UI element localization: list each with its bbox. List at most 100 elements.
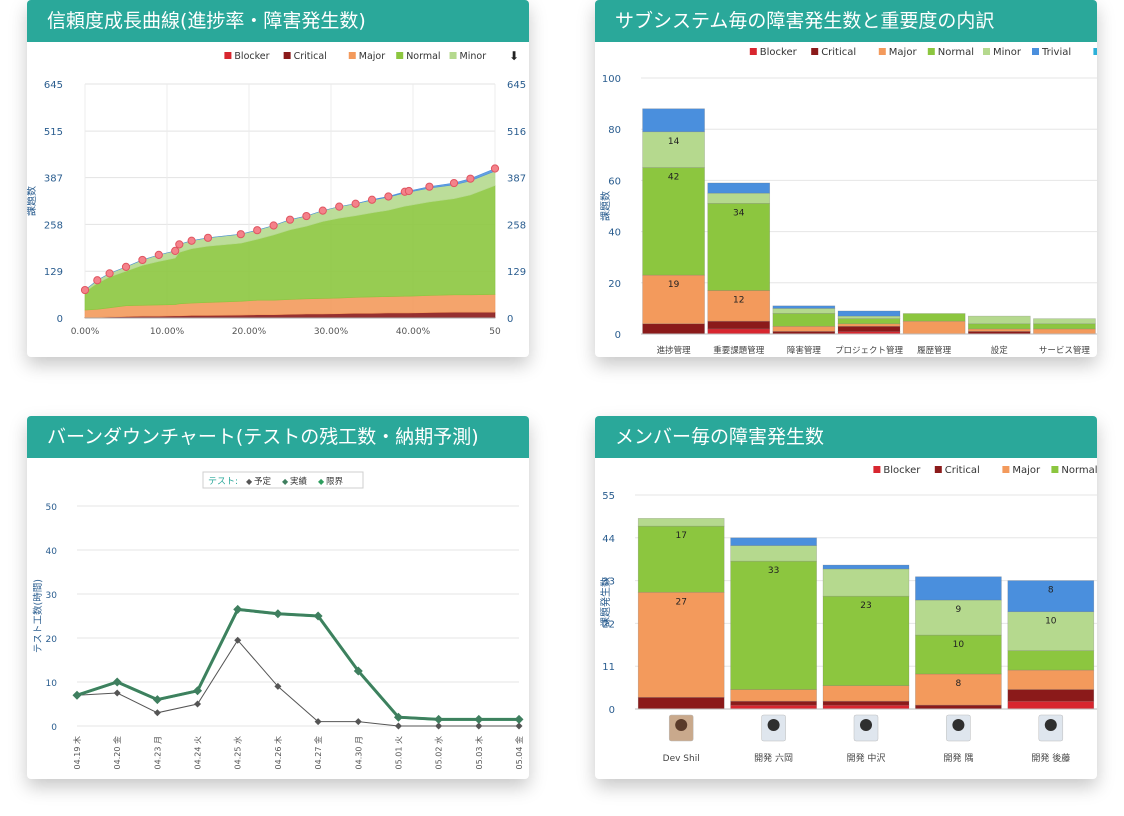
actual-line [76, 608, 519, 721]
reliability-growth-card: 信頼度成長曲線(進捗率・障害発生数) Blocker Critical Major N… [27, 0, 529, 357]
y-tick-label: 645 [44, 80, 63, 91]
x-tick-label: 04.30 月 [354, 736, 363, 769]
x-tick-label: 05.02 水 [434, 736, 444, 769]
bar-segment-trivial [707, 182, 771, 194]
y-tick-label: 20 [608, 279, 621, 290]
data-label: 9 [956, 605, 962, 615]
bar-segment-critical [637, 697, 725, 710]
legend-label: Major [359, 51, 385, 62]
plan-marker [475, 722, 483, 730]
bar-segment-critical [837, 326, 901, 332]
data-label: 14 [668, 137, 680, 147]
bar-segment-blocker [707, 328, 771, 335]
bar-segment-blocker [822, 704, 910, 710]
total-marker [318, 206, 327, 215]
y-tick-label: 387 [44, 174, 63, 185]
x-tick-label: 0.00% [71, 327, 100, 337]
bar-segment-major [1007, 669, 1095, 690]
data-label: 12 [733, 295, 744, 305]
bar-segment-minor [915, 599, 1002, 636]
legend-swatch [811, 48, 819, 55]
total-marker [285, 215, 295, 224]
y-tick-label-right: 0 [507, 314, 513, 325]
bar-segment-major [902, 320, 966, 335]
legend-swatch [449, 52, 457, 59]
bar-segment-trivial [915, 576, 1002, 601]
x-tick-label: 05.01 火 [394, 736, 403, 769]
y-tick-label: 0 [609, 705, 615, 716]
plan-marker [234, 636, 242, 644]
reliability-growth-chart: Blocker Critical Major Normal Minor ⬇ 0 0 129 129… [27, 49, 526, 337]
bar-segment-normal [1033, 323, 1096, 330]
bar-segment-major [707, 290, 771, 322]
data-label: 8 [1048, 586, 1054, 596]
download-icon[interactable]: ⬇ [509, 49, 519, 63]
y-tick-label: 30 [46, 591, 58, 601]
card-title: サブシステム毎の障害発生数と重要度の内訳 [595, 0, 1097, 42]
y-tick-label-right: 129 [507, 267, 526, 278]
bar-segment-trivial [772, 305, 836, 309]
total-marker [105, 269, 114, 278]
y-tick-label: 129 [44, 267, 63, 278]
avatar-head [675, 719, 688, 731]
bar-segment-major [822, 685, 910, 702]
bar-segment-minor [837, 315, 901, 319]
y-tick-label: 60 [608, 176, 621, 187]
bar-segment-minor [772, 308, 836, 314]
actual-marker [152, 695, 162, 705]
actual-marker [393, 712, 403, 722]
legend-label: Blocker [760, 47, 798, 58]
y-axis-label: テスト工数(時間) [32, 579, 44, 653]
total-marker [253, 226, 262, 235]
bar-segment-normal [822, 595, 910, 686]
bar-segment-minor [822, 568, 910, 597]
total-marker [466, 174, 475, 183]
category-label: サービス管理 [1039, 345, 1091, 356]
member-defects-chart: BlockerCriticalMajorNormalMi01122334455課… [599, 465, 1097, 764]
category-label: 進捗管理 [657, 345, 692, 356]
data-label: 19 [668, 280, 680, 290]
bar-segment-minor [730, 545, 817, 562]
x-tick-label: 20.00% [232, 327, 267, 337]
legend-label: Critical [945, 465, 980, 476]
avatar-head [767, 719, 780, 731]
plan-marker [194, 700, 202, 708]
actual-marker [514, 714, 524, 724]
plan-marker [274, 682, 282, 690]
legend-label: Normal [1061, 465, 1097, 476]
category-label: 開発 隅 [943, 752, 973, 764]
bar-segment-critical [730, 700, 817, 706]
bar-segment-trivial [642, 108, 705, 133]
legend-label: Critical [821, 47, 856, 58]
actual-marker [434, 714, 444, 724]
bar-segment-normal [1007, 650, 1095, 671]
total-marker [404, 186, 413, 196]
legend-marker: ◆ [318, 477, 325, 486]
y-tick-label: 20 [46, 635, 58, 645]
legend-swatch [749, 48, 757, 55]
y-axis-label: 課題数 [599, 191, 612, 221]
y-tick-label-right: 516 [507, 127, 526, 138]
legend-label: Blocker [883, 465, 921, 476]
bar-segment-blocker [730, 704, 817, 710]
actual-marker [353, 666, 363, 676]
legend-label: Minor [460, 51, 487, 62]
bar-segment-minor [637, 518, 725, 527]
bar-segment-normal [707, 203, 771, 291]
y-tick-label: 258 [44, 220, 63, 231]
x-tick-label: 04.26 木 [273, 736, 283, 769]
y-axis-label: 課題発生数 [599, 577, 612, 627]
legend-label: Trivial [1041, 47, 1071, 58]
avatar-head [1044, 719, 1057, 731]
y-tick-label: 11 [602, 662, 615, 673]
y-tick-label-right: 258 [507, 220, 526, 231]
bar-segment-minor [1007, 611, 1095, 651]
plan-line [76, 639, 519, 727]
x-tick-label: 10.00% [150, 327, 185, 337]
plan-marker [515, 722, 523, 730]
data-label: 42 [668, 173, 679, 183]
bar-segment-major [915, 673, 1002, 706]
avatar-head [952, 719, 965, 731]
x-tick-label: 04.19 木 [72, 736, 82, 769]
